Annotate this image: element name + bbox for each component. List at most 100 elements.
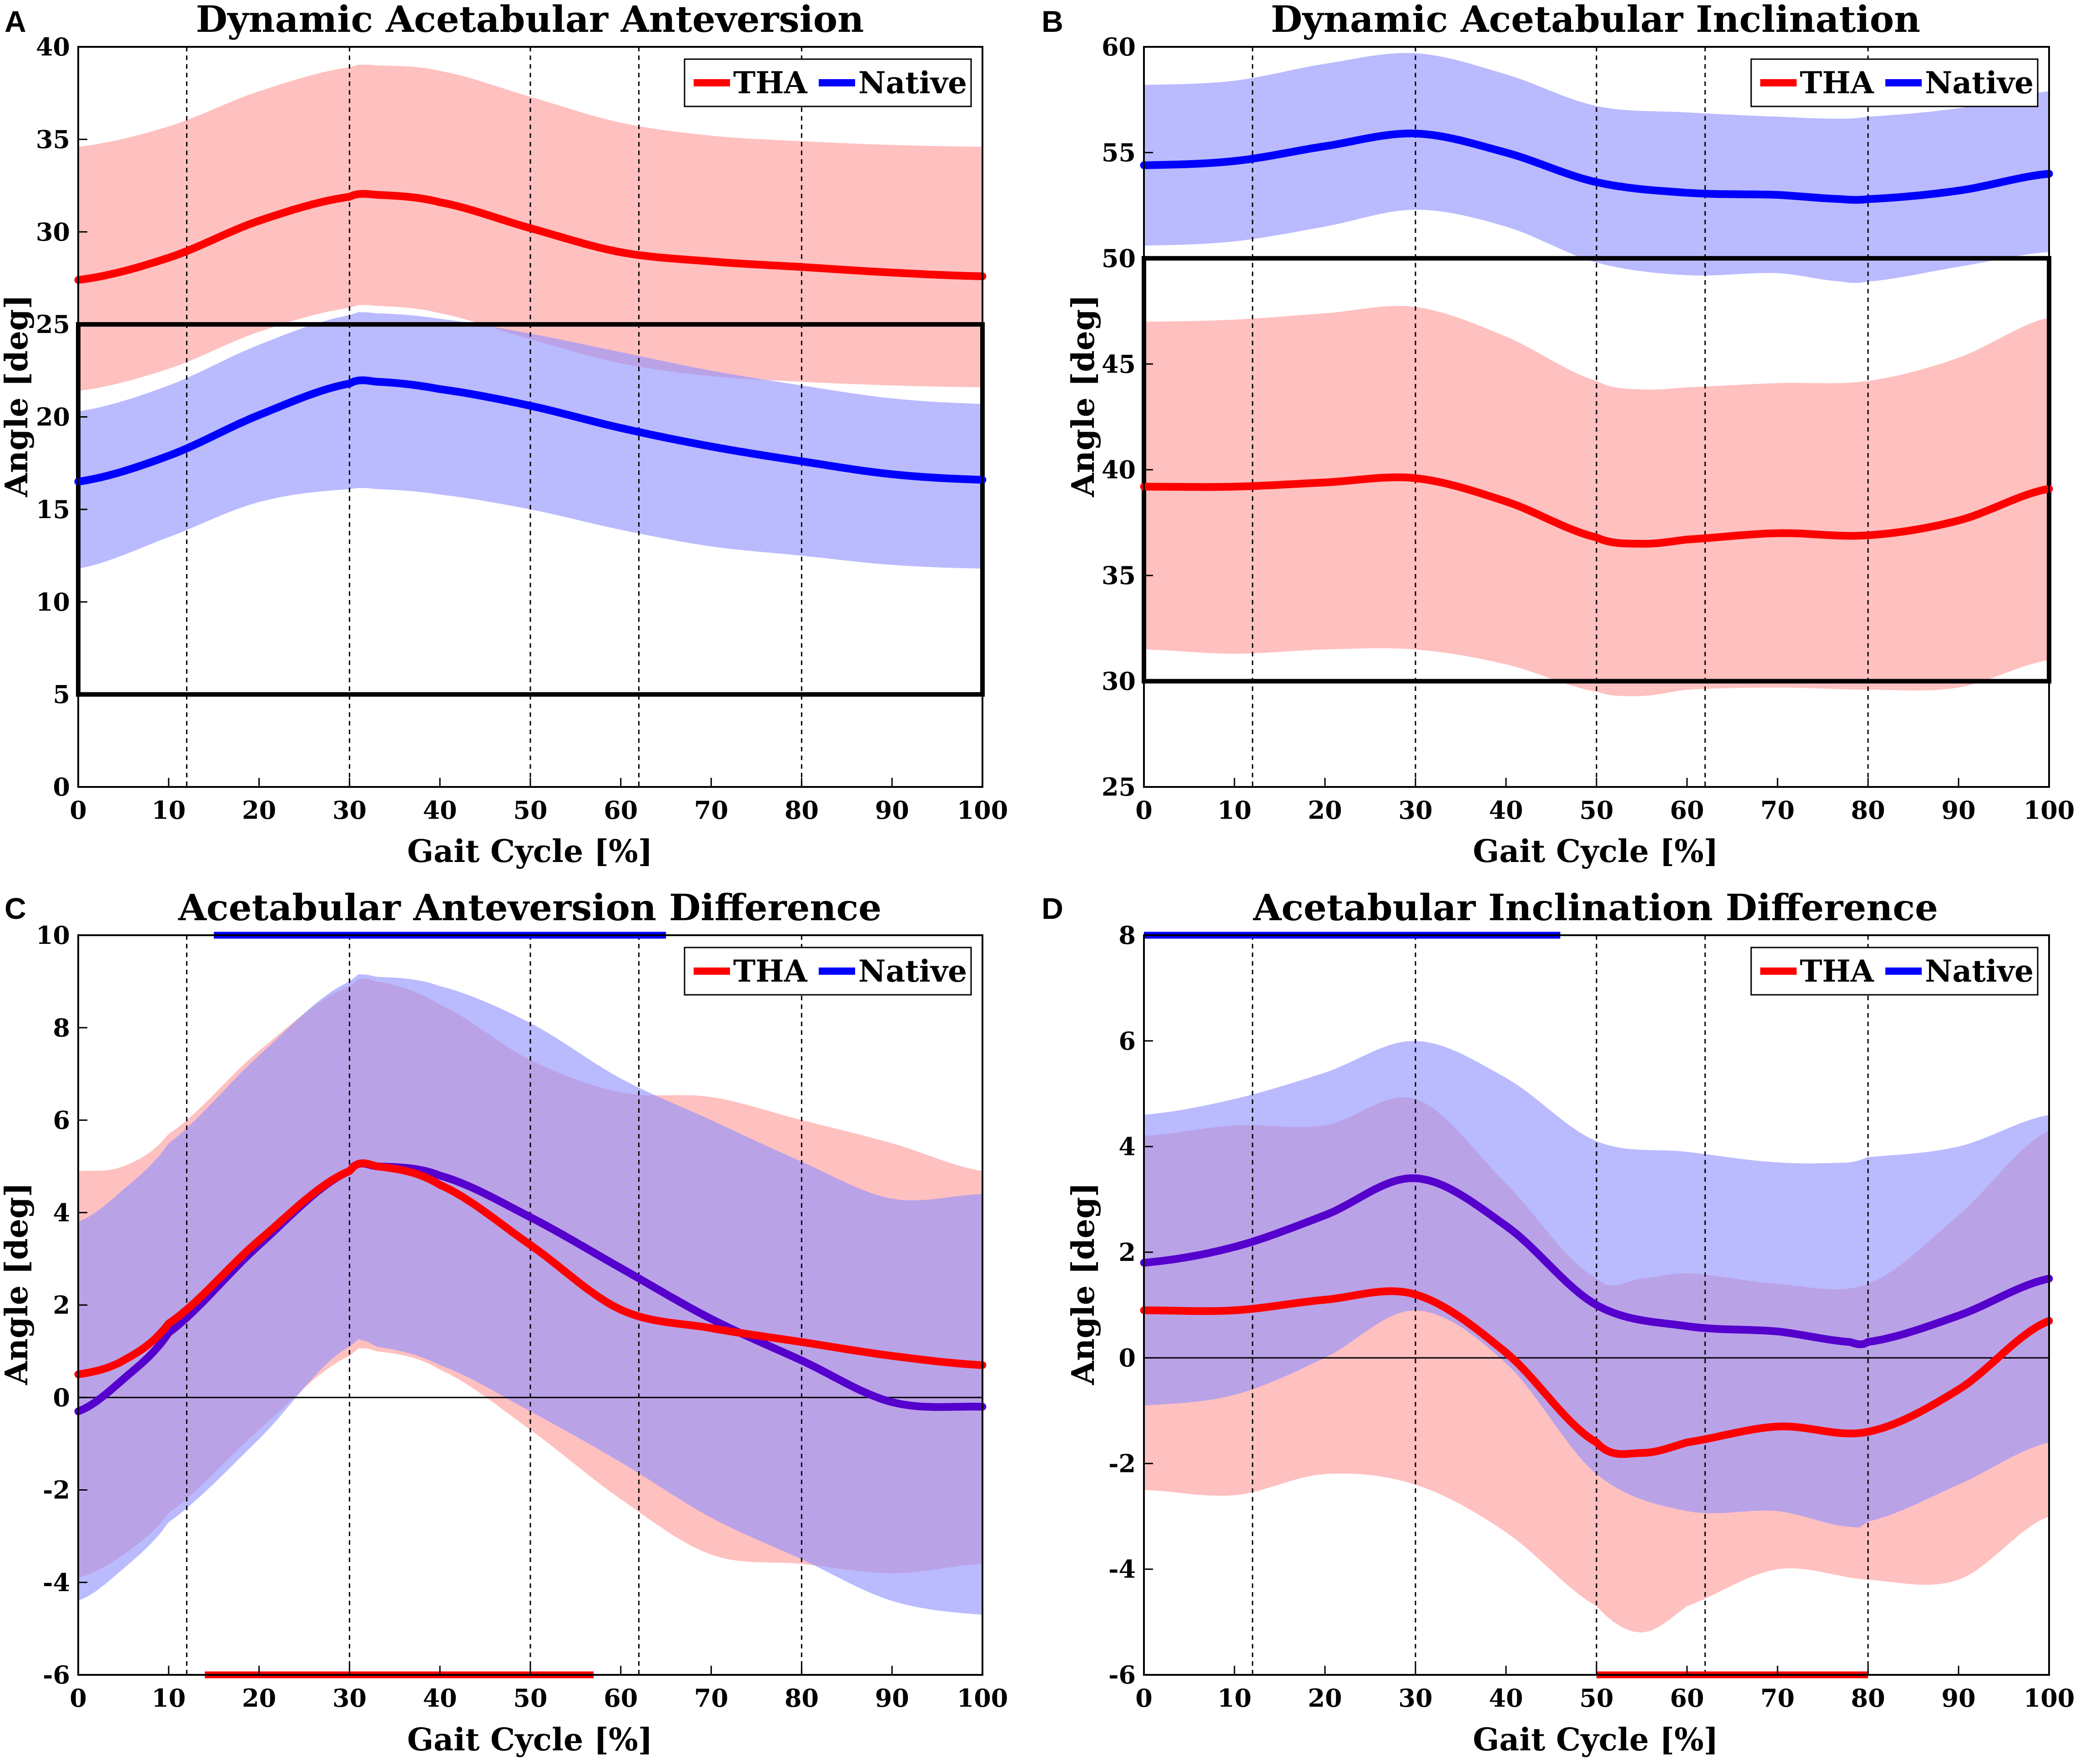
panel-a-y-tick-label: 20: [36, 403, 70, 432]
panel-c-letter: C: [5, 892, 26, 925]
panel-c-x-tick-label: 50: [513, 1683, 547, 1713]
panel-d-x-tick-label: 90: [1941, 1683, 1975, 1713]
panel-d-y-tick-label: -2: [1108, 1449, 1136, 1478]
panel-a-y-tick-label: 30: [36, 217, 70, 247]
panel-b: 0 10 20 30 40 50 60 70 80 90 100 25 30 35 40 45 50 55 60 B…: [1042, 0, 2075, 870]
panel-d-x-tick-label: 60: [1670, 1683, 1704, 1713]
panel-a-y-tick-label: 35: [36, 125, 70, 154]
panel-a-x-tick-label: 80: [785, 796, 819, 825]
panel-d-x-tick-label: 40: [1489, 1683, 1523, 1713]
panel-c-y-tick-label: 10: [36, 921, 70, 950]
panel-b-x-tick-label: 60: [1670, 796, 1704, 825]
panel-a-y-tick-label: 10: [36, 587, 70, 616]
panel-c-x-tick-label: 70: [694, 1683, 728, 1713]
panel-a-legend: THA Native: [684, 58, 972, 107]
panel-a-y-tick-label: 25: [36, 310, 70, 339]
panel-d-x-tick-label: 10: [1217, 1683, 1251, 1713]
panel-b-x-axis-label: Gait Cycle [%]: [1473, 833, 1718, 870]
panel-c-y-tick-label: 6: [53, 1106, 70, 1135]
panel-c-native-mean-line: [74, 1159, 987, 1416]
panel-d-y-tick-label: 6: [1118, 1026, 1136, 1055]
panel-c-plot-area: 0 10 20 30 40 50 60 70 80 90 100 -6 -4 -2 0 2 4 6 8 10: [36, 921, 1008, 1713]
panel-c-legend: THA Native: [684, 947, 972, 996]
panel-c-x-tick-label: 100: [957, 1683, 1008, 1713]
panel-b-x-tick-label: 100: [2024, 796, 2075, 825]
panel-a-y-tick-label: 0: [53, 772, 70, 801]
panel-c-x-tick-label: 80: [785, 1683, 819, 1713]
panel-b-x-tick-label: 10: [1217, 796, 1251, 825]
panel-a-x-tick-label: 70: [694, 796, 728, 825]
panel-d-legend: THA Native: [1750, 947, 2039, 996]
panel-b-y-tick-label: 25: [1102, 772, 1136, 801]
panel-c-x-tick-label: 0: [70, 1683, 87, 1713]
panel-c-title: Acetabular Anteversion Difference: [178, 886, 881, 929]
panel-b-y-axis-label: Angle [deg]: [1065, 294, 1102, 497]
panel-d-native-mean-line: [1140, 1174, 2053, 1348]
panel-b-x-tick-label: 80: [1851, 796, 1885, 825]
panel-d-x-tick-label: 20: [1308, 1683, 1342, 1713]
panel-d-y-tick-label: -6: [1108, 1660, 1136, 1689]
panel-b-x-tick-label: 40: [1489, 796, 1523, 825]
panel-b-x-tick-label: 90: [1941, 796, 1975, 825]
panel-a-x-tick-label: 20: [242, 796, 276, 825]
panel-d-letter: D: [1042, 892, 1063, 925]
panel-a-x-tick-label: 40: [423, 796, 457, 825]
panel-d-legend-tha-label: THA: [1800, 953, 1874, 989]
panel-c-y-tick-label: 8: [53, 1013, 70, 1042]
panel-a-native-sd-band: [78, 312, 982, 569]
panel-a-x-tick-label: 30: [332, 796, 367, 825]
panel-a-x-tick-label: 0: [70, 796, 87, 825]
panel-a-x-tick-label: 60: [604, 796, 638, 825]
panel-b-x-tick-label: 70: [1760, 796, 1794, 825]
panel-b-title: Dynamic Acetabular Inclination: [1271, 0, 1920, 40]
panel-d-x-tick-label: 100: [2024, 1683, 2075, 1713]
panel-a-x-tick-label: 90: [875, 796, 909, 825]
panel-d-y-tick-label: 2: [1118, 1238, 1136, 1267]
panel-d-x-axis-label: Gait Cycle [%]: [1473, 1722, 1718, 1758]
panel-b-plot-area: 0 10 20 30 40 50 60 70 80 90 100 25 30 35 40 45 50 55 60: [1102, 32, 2075, 825]
panel-c: 0 10 20 30 40 50 60 70 80 90 100 -6 -4 -2 0 2 4 6 8 10 C Ac…: [0, 886, 1008, 1758]
panel-d-x-tick-label: 30: [1398, 1683, 1432, 1713]
panel-b-letter: B: [1042, 5, 1063, 38]
panel-b-legend: THA Native: [1750, 58, 2039, 107]
panel-b-y-tick-label: 30: [1102, 667, 1136, 696]
panel-c-x-tick-label: 60: [604, 1683, 638, 1713]
panel-d-y-tick-label: 8: [1118, 921, 1136, 950]
panel-a-x-tick-label: 10: [151, 796, 186, 825]
panel-b-x-tick-label: 50: [1579, 796, 1613, 825]
panel-d-title: Acetabular Inclination Difference: [1253, 886, 1938, 929]
panel-d-x-tick-label: 70: [1760, 1683, 1794, 1713]
panel-d-x-tick-label: 0: [1135, 1683, 1153, 1713]
panel-d-x-tick-label: 50: [1579, 1683, 1613, 1713]
panel-b-y-tick-label: 40: [1102, 455, 1136, 484]
panel-c-legend-tha-label: THA: [733, 953, 807, 989]
panel-c-x-tick-label: 30: [332, 1683, 367, 1713]
panel-c-y-tick-label: -6: [43, 1660, 70, 1689]
panel-b-x-tick-label: 20: [1308, 796, 1342, 825]
panel-a-plot-area: 0 10 20 30 40 50 60 70 80 90 100 0 5 10 15 20 25 30 35 40: [36, 32, 1008, 825]
panel-a-tha-mean-line: [74, 190, 987, 284]
panel-a-x-tick-label: 50: [513, 796, 547, 825]
panel-d-tha-mean-line: [1140, 1287, 2053, 1458]
panel-d-plot-area: 0 10 20 30 40 50 60 70 80 90 100 -6 -4 -2 0 2 4 6 8: [1108, 921, 2075, 1713]
panel-a-y-tick-label: 15: [36, 495, 70, 524]
panel-c-x-tick-label: 10: [151, 1683, 186, 1713]
panel-c-y-axis-label: Angle [deg]: [0, 1182, 35, 1385]
panel-a-y-tick-label: 40: [36, 32, 70, 61]
panel-a-letter: A: [5, 5, 26, 38]
panel-b-y-tick-label: 60: [1102, 32, 1136, 61]
panel-b-x-tick-label: 30: [1398, 796, 1432, 825]
panel-b-legend-tha-label: THA: [1800, 65, 1874, 101]
panel-a-native-mean-line: [74, 376, 987, 486]
panel-c-x-tick-label: 20: [242, 1683, 276, 1713]
panel-b-y-tick-label: 35: [1102, 561, 1136, 590]
panel-d-y-axis-label: Angle [deg]: [1065, 1182, 1102, 1385]
panel-a-title: Dynamic Acetabular Anteversion: [196, 0, 864, 40]
panel-a: 0 10 20 30 40 50 60 70 80 90 100 0 5 10 15 20 25 30 35 40 A…: [0, 0, 1008, 870]
panel-c-native-sd-band: [78, 974, 982, 1615]
panel-d-x-tick-label: 80: [1851, 1683, 1885, 1713]
panel-c-y-tick-label: 2: [53, 1290, 70, 1320]
panel-b-legend-native-label: Native: [1925, 65, 2034, 101]
panel-d-y-tick-label: 4: [1118, 1132, 1136, 1161]
